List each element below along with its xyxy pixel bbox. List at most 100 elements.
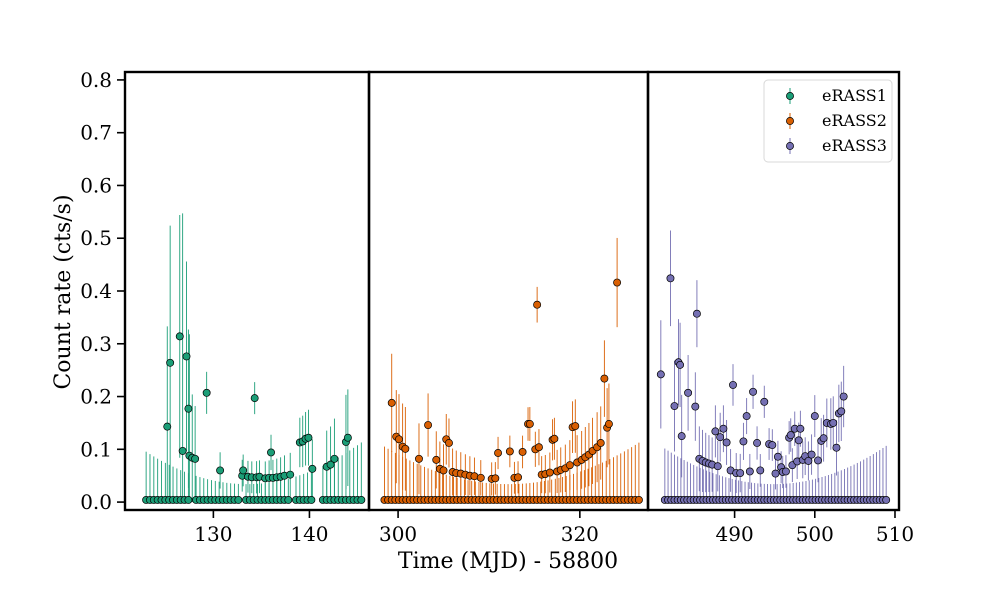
data-point: [837, 407, 846, 416]
data-point: [781, 467, 790, 476]
y-axis: 0.0 0.1 0.2 0.3 0.4 0.5 0.6 0.7 0.8: [80, 68, 125, 514]
data-point: [771, 469, 780, 478]
data-point: [250, 394, 259, 403]
data-point: [666, 274, 675, 283]
x-tick-label: 500: [796, 522, 834, 546]
data-point: [234, 496, 243, 504]
data-point: [216, 466, 225, 475]
data-point: [753, 439, 762, 447]
data-point: [514, 473, 522, 482]
data-point: [284, 496, 293, 504]
data-point: [184, 496, 193, 504]
data-point: [308, 464, 317, 473]
data-point: [184, 404, 193, 413]
x-tick-label: 320: [561, 522, 599, 546]
data-point: [571, 422, 580, 431]
data-point: [796, 424, 805, 433]
panel-frame: [646, 70, 901, 512]
data-point: [807, 450, 816, 459]
data-point: [494, 449, 502, 457]
error-bars-erass1: [145, 213, 362, 503]
data-point: [691, 402, 700, 411]
data-point: [445, 439, 453, 447]
legend-label: eRASS3: [822, 136, 887, 155]
data-point: [401, 444, 410, 453]
data-point: [882, 496, 891, 504]
data-point: [534, 443, 543, 452]
data-point: [604, 420, 613, 428]
data-point: [596, 439, 605, 447]
data-point: [722, 438, 731, 447]
data-point: [166, 358, 175, 367]
data-point: [182, 352, 191, 361]
panel-frame: [123, 70, 371, 512]
data-point: [742, 412, 751, 421]
y-tick-label: 0.0: [80, 490, 112, 514]
y-tick-label: 0.6: [80, 173, 112, 197]
data-point: [202, 388, 211, 397]
points-erass3: [656, 274, 891, 504]
data-point: [525, 420, 534, 428]
data-point: [713, 462, 722, 471]
panel-erass3: 490 500 510: [646, 70, 914, 546]
chart-panels: 130 140 300 320 490 500 510: [123, 70, 914, 546]
data-point: [505, 447, 514, 456]
data-point: [676, 360, 685, 369]
x-tick-label: 300: [379, 522, 417, 546]
data-point: [439, 466, 448, 475]
data-point: [476, 473, 485, 482]
data-point: [670, 402, 679, 410]
data-point: [304, 433, 313, 442]
data-point: [286, 470, 295, 479]
data-point: [804, 456, 813, 465]
data-point: [533, 300, 542, 309]
data-point: [719, 424, 728, 433]
data-point: [684, 388, 693, 397]
legend-marker: [786, 142, 794, 150]
y-tick-label: 0.8: [80, 68, 112, 92]
y-tick-label: 0.7: [80, 121, 112, 145]
y-tick-label: 0.2: [80, 385, 112, 409]
data-point: [839, 392, 848, 401]
data-point: [343, 433, 352, 442]
data-point: [745, 467, 754, 476]
data-point: [794, 436, 803, 445]
data-point: [749, 387, 758, 396]
legend: eRASS1 eRASS2 eRASS3: [763, 79, 893, 163]
data-point: [736, 469, 745, 478]
data-point: [656, 370, 665, 379]
data-point: [829, 418, 838, 427]
data-point: [832, 443, 841, 452]
data-point: [600, 374, 609, 383]
data-point: [565, 461, 574, 470]
data-point: [814, 456, 822, 465]
data-point: [178, 446, 187, 455]
y-tick-label: 0.4: [80, 279, 112, 303]
panel-erass1: 130 140: [123, 70, 371, 546]
legend-label: eRASS1: [822, 86, 887, 105]
points-erass2: [380, 278, 643, 504]
data-point: [387, 398, 396, 407]
data-point: [545, 468, 554, 477]
data-point: [768, 441, 777, 450]
data-point: [424, 421, 433, 429]
legend-item-erass1: eRASS1: [786, 86, 887, 105]
panel-frame: [367, 70, 650, 512]
data-point: [267, 448, 275, 457]
data-point: [307, 496, 316, 504]
legend-label: eRASS2: [822, 111, 887, 130]
data-point: [432, 455, 441, 464]
data-point: [330, 454, 339, 463]
data-point: [415, 454, 423, 463]
x-axis-label: Time (MJD) - 58800: [398, 549, 618, 574]
y-tick-label: 0.3: [80, 332, 112, 356]
data-point: [634, 496, 643, 504]
data-point: [711, 427, 720, 436]
data-point: [773, 452, 782, 461]
data-point: [163, 422, 172, 431]
y-tick-label: 0.5: [80, 226, 112, 250]
data-point: [175, 332, 184, 341]
data-point: [191, 454, 200, 463]
data-point: [518, 448, 527, 456]
